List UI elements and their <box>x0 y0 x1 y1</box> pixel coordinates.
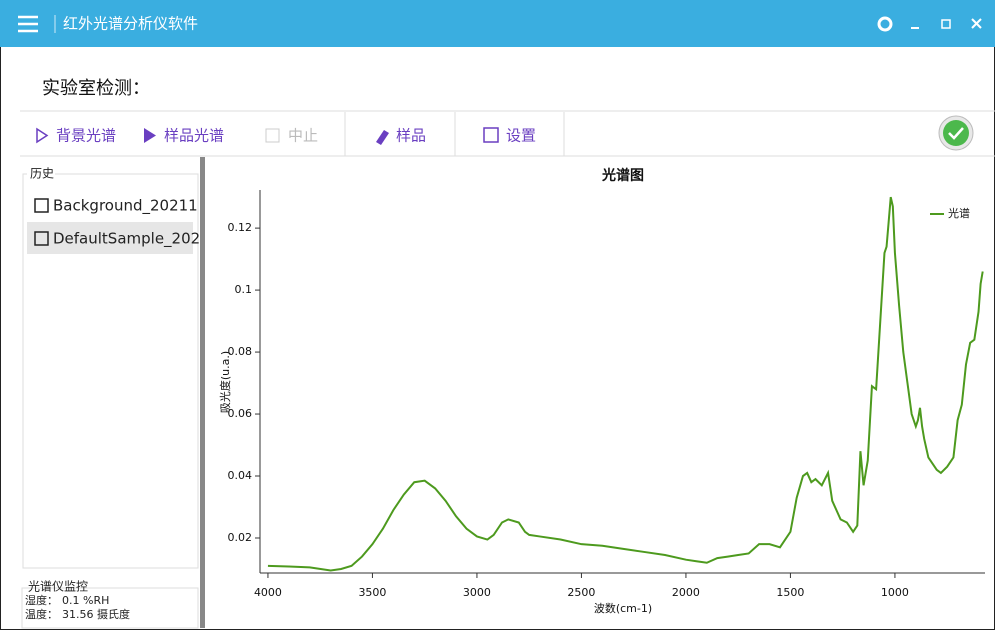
y-axis-label: 吸光度(u.a.) <box>218 351 232 413</box>
file-icon <box>34 231 49 246</box>
checkbox-icon <box>483 127 499 143</box>
toolbar-button[interactable]: 背景光谱 <box>56 127 116 145</box>
check-icon <box>948 127 964 140</box>
history-item[interactable]: Background_20211 <box>53 197 198 216</box>
temperature-label: 温度： <box>25 607 58 621</box>
spectrum-line <box>267 196 984 572</box>
play-icon <box>144 128 156 143</box>
history-title: 历史 <box>30 167 54 181</box>
humidity-label: 湿度： <box>25 593 58 607</box>
app-title: 红外光谱分析仪软件 <box>63 15 198 33</box>
toolbar-button[interactable]: 样品 <box>396 127 426 145</box>
x-axis-label: 波数(cm-1) <box>594 602 652 615</box>
status-ok <box>943 120 969 146</box>
toolbar-button[interactable]: 设置 <box>506 127 536 145</box>
y-tick-label: 0.06 <box>228 407 253 420</box>
settings-icon[interactable] <box>877 16 893 32</box>
y-tick-label: 0.1 <box>235 283 253 296</box>
x-tick-label: 1500 <box>776 586 804 599</box>
toolbar-button[interactable]: 样品光谱 <box>164 127 224 145</box>
x-tick-label: 2000 <box>672 586 700 599</box>
label-bg <box>27 167 55 181</box>
humidity-value: 0.1 %RH <box>62 594 109 607</box>
legend-label: 光谱 <box>948 206 970 220</box>
page-header: 实验室检测： <box>42 78 150 99</box>
menu-icon[interactable] <box>18 15 38 33</box>
restore-button[interactable] <box>941 19 951 29</box>
x-tick-label: 4000 <box>254 586 282 599</box>
title-bar <box>0 0 995 47</box>
y-tick-label: 0.12 <box>228 221 253 234</box>
temperature-value: 31.56 摄氏度 <box>62 607 130 621</box>
tube-icon <box>376 130 389 145</box>
chart-title: 光谱图 <box>601 167 644 184</box>
monitor-title: 光谱仪监控 <box>28 580 88 594</box>
selected-row <box>27 222 193 254</box>
x-tick-label: 3500 <box>358 586 386 599</box>
y-tick-label: 0.08 <box>228 345 253 358</box>
close-button[interactable] <box>971 18 982 29</box>
y-tick-label: 0.02 <box>228 531 253 544</box>
toolbar-button[interactable]: 中止 <box>288 127 318 145</box>
x-tick-label: 1000 <box>881 586 909 599</box>
splitter[interactable] <box>200 157 205 628</box>
x-tick-label: 2500 <box>567 586 595 599</box>
checkbox-icon <box>265 128 280 143</box>
file-icon <box>34 198 49 213</box>
play-outline-icon <box>36 127 49 144</box>
y-tick-label: 0.04 <box>228 469 253 482</box>
monitor-panel <box>21 587 199 629</box>
history-item[interactable]: DefaultSample_202 <box>53 230 200 249</box>
x-tick-label: 3000 <box>463 586 491 599</box>
